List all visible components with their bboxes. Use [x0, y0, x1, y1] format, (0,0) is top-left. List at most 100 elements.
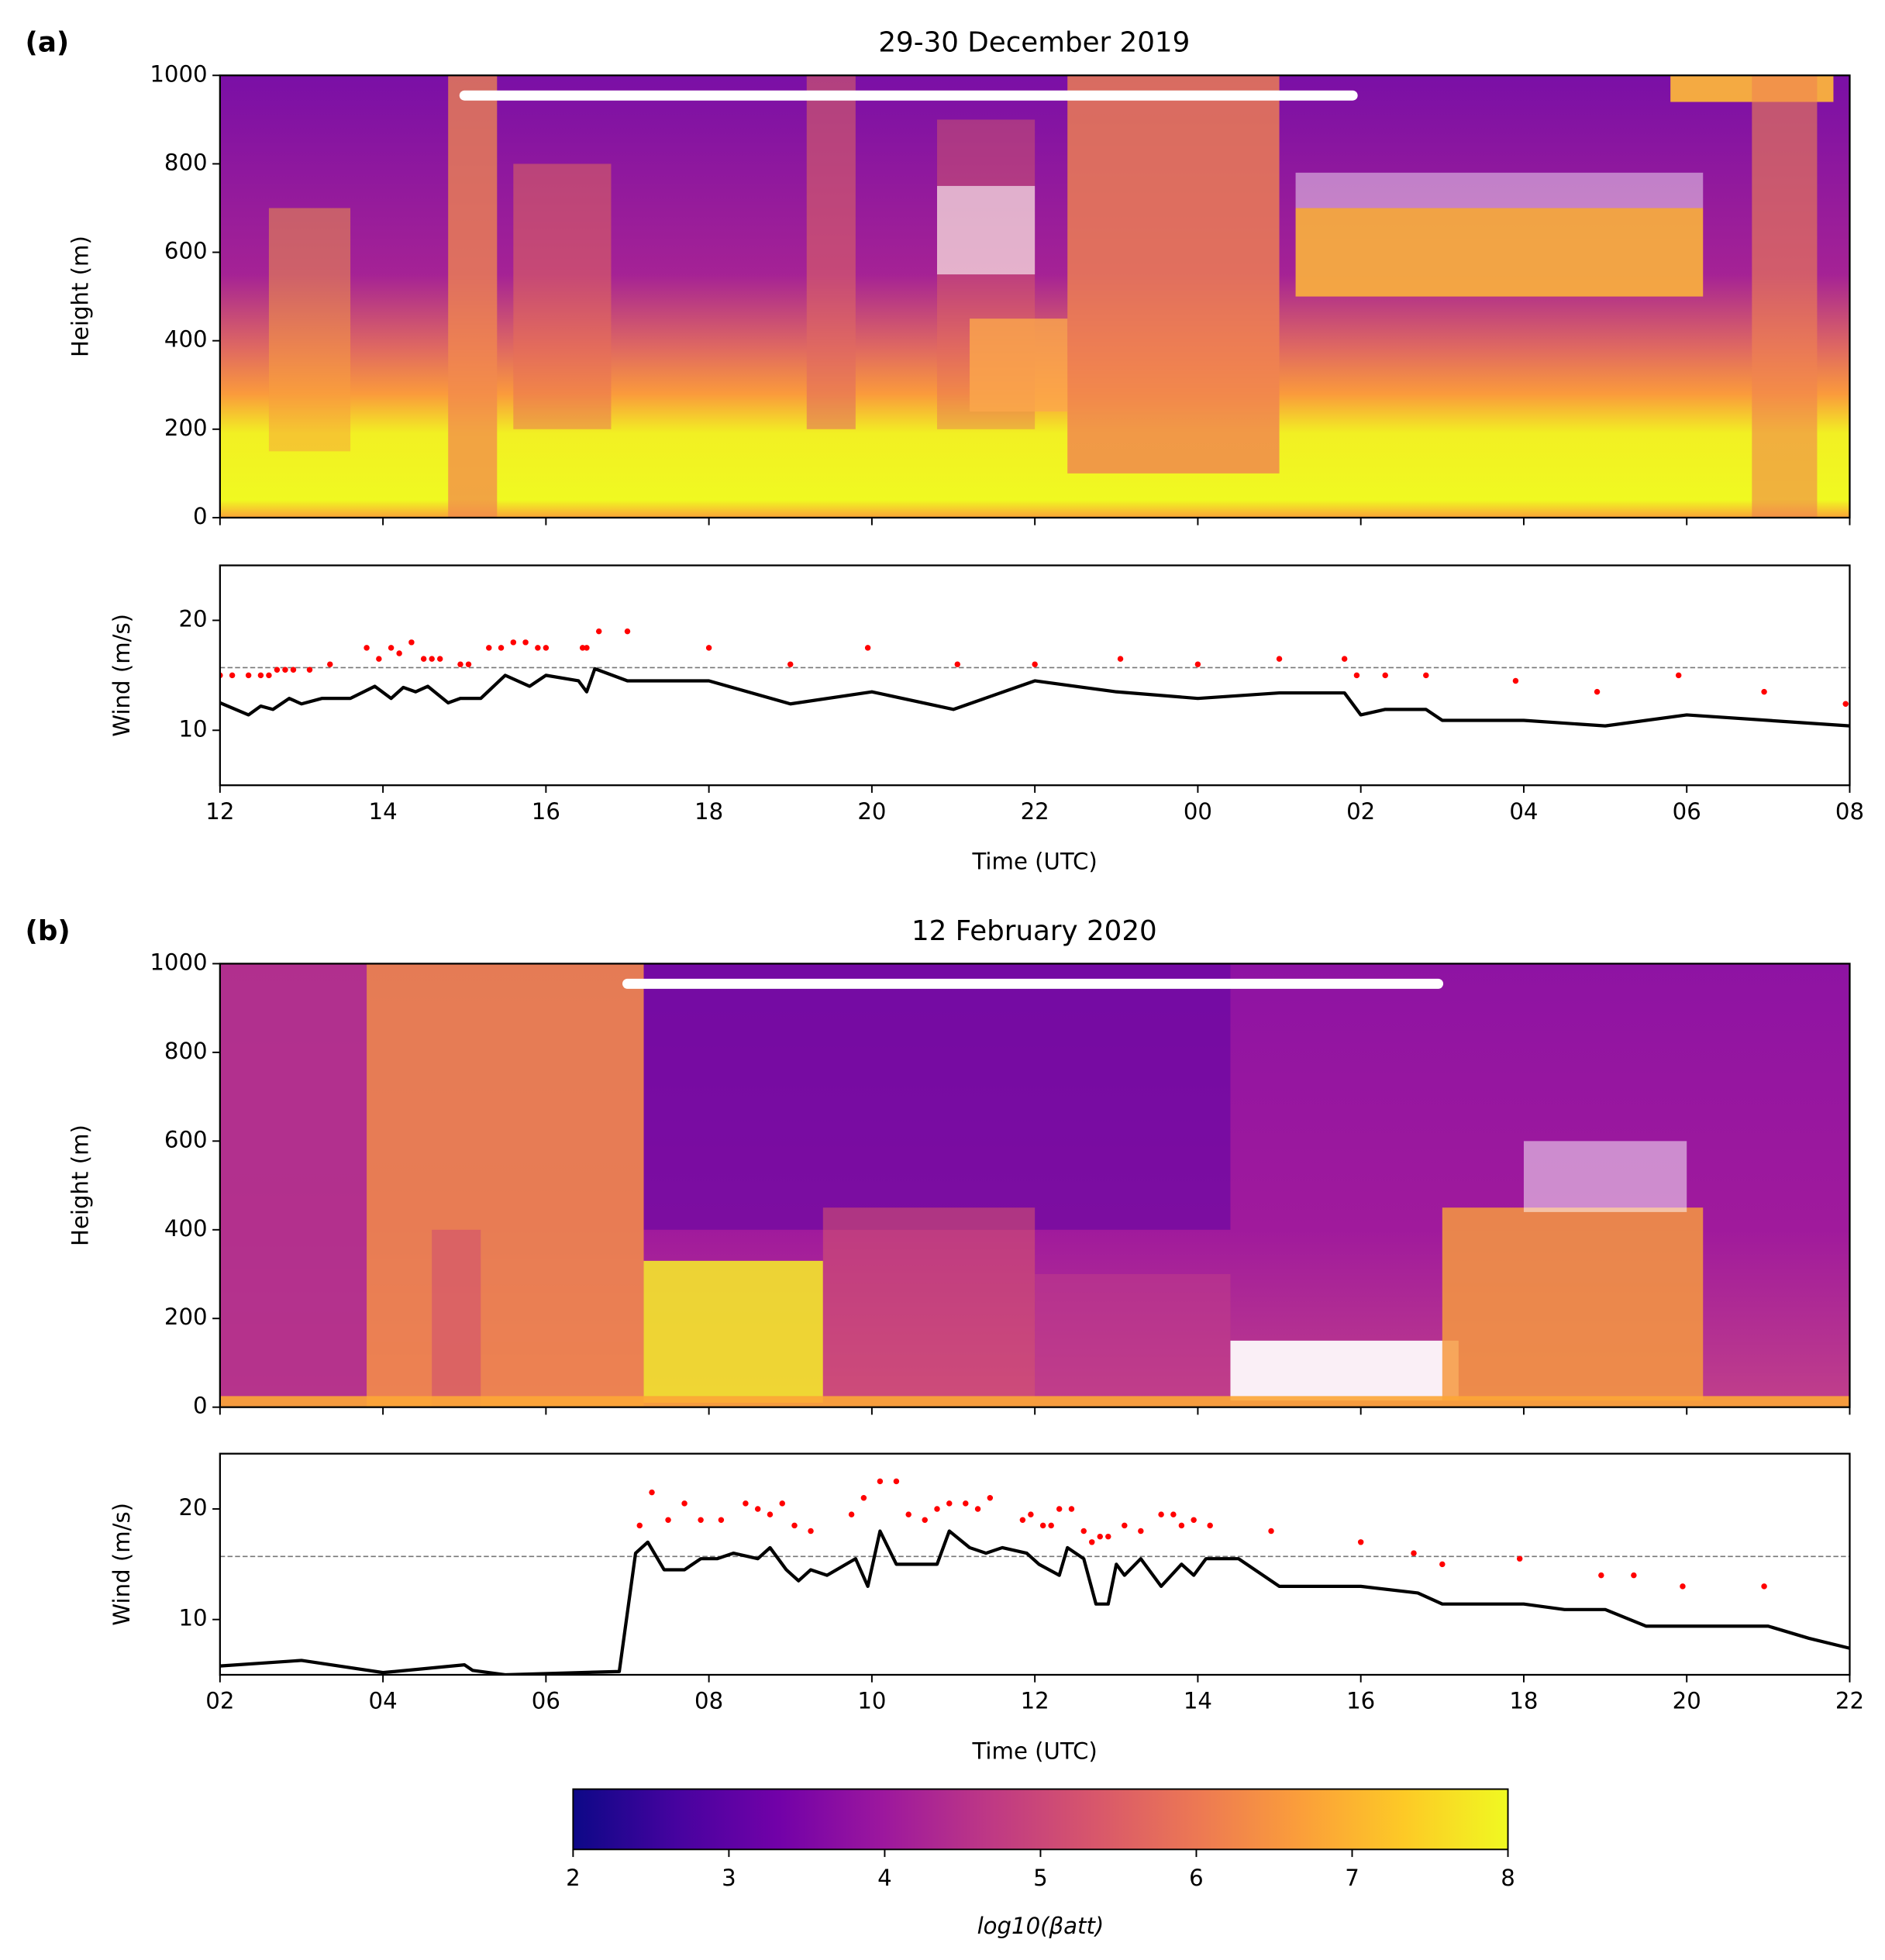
gust-point [934, 1506, 940, 1512]
gust-point [743, 1500, 749, 1507]
x-tick-label: 02 [1346, 798, 1375, 825]
y-tick-label: 600 [164, 238, 208, 264]
panel-label: (b) [26, 915, 71, 947]
y-tick-label: 200 [164, 1304, 208, 1330]
gust-point [579, 645, 586, 651]
gust-point [486, 645, 492, 651]
gust-point [681, 1500, 687, 1507]
gust-point [1598, 1572, 1604, 1579]
gust-point [396, 650, 402, 656]
chart-title: 29-30 December 2019 [878, 27, 1190, 59]
y-tick-label: 0 [193, 1393, 208, 1419]
backscatter-region [219, 963, 367, 1407]
backscatter-region [1035, 1274, 1231, 1407]
gust-point [266, 672, 272, 679]
y-tick-label: 20 [179, 605, 208, 632]
panel-label: (a) [26, 27, 70, 59]
x-tick-label: 22 [1021, 798, 1049, 825]
gust-point [543, 645, 550, 651]
x-tick-label: 08 [694, 1688, 723, 1714]
x-axis-label: Time (UTC) [972, 1738, 1098, 1765]
gust-point [987, 1495, 994, 1501]
backscatter-region [1523, 1141, 1687, 1212]
plot-background [219, 1453, 1850, 1675]
gust-point [864, 645, 871, 651]
gust-point [1028, 1511, 1034, 1517]
wind-line [219, 667, 1850, 728]
gust-point [1842, 701, 1849, 707]
gust-point [1353, 672, 1360, 679]
x-tick-label: 16 [1346, 1688, 1375, 1714]
gust-point [1675, 672, 1682, 679]
gust-point [636, 1522, 643, 1529]
gust-point [779, 1500, 785, 1507]
gust-point [1411, 1550, 1417, 1556]
wind-line [219, 1529, 1850, 1675]
y-tick-label: 400 [164, 1215, 208, 1242]
gust-point [705, 645, 712, 651]
gust-point [420, 656, 427, 662]
gust-point [1631, 1572, 1637, 1579]
colorbar-tick-label: 6 [1189, 1865, 1204, 1891]
gust-point [1122, 1522, 1128, 1529]
gust-point [860, 1495, 867, 1501]
gust-point [282, 667, 288, 673]
x-tick-label: 22 [1835, 1688, 1864, 1714]
gust-point [893, 1478, 900, 1485]
gust-point [922, 1517, 928, 1524]
x-tick-label: 04 [1509, 798, 1538, 825]
x-tick-label: 06 [1673, 798, 1701, 825]
gust-point [498, 645, 505, 651]
backscatter-region [432, 1229, 481, 1407]
colorbar-tick-label: 3 [722, 1865, 736, 1891]
gust-point [1194, 661, 1201, 667]
backscatter-region [643, 963, 1231, 1230]
gust-point [954, 661, 961, 667]
x-tick-label: 14 [1184, 1688, 1212, 1714]
y-tick-label: 200 [164, 415, 208, 441]
y-tick-label: 1000 [150, 949, 207, 975]
gust-point [465, 661, 472, 667]
colorbar [572, 1788, 1509, 1851]
x-axis-label: Time (UTC) [972, 849, 1098, 875]
gust-point [1191, 1517, 1197, 1524]
x-tick-label: 18 [1509, 1688, 1538, 1714]
gust-point [1382, 672, 1388, 679]
gust-point [877, 1478, 884, 1485]
backscatter-region [806, 75, 856, 429]
gust-point [791, 1522, 798, 1529]
gust-point [306, 667, 313, 673]
y-tick-label: 20 [179, 1494, 208, 1521]
backscatter-region [1442, 1207, 1704, 1401]
gust-point [229, 672, 236, 679]
y-tick-label: 0 [193, 503, 208, 529]
backscatter-region [1067, 75, 1280, 474]
plot-area [219, 628, 1850, 728]
x-tick-label: 00 [1184, 798, 1212, 825]
gust-point [245, 672, 252, 679]
backscatter-region [268, 208, 351, 452]
backscatter-region [513, 164, 612, 429]
backscatter-region [1752, 75, 1818, 518]
gust-point [1056, 1506, 1063, 1512]
backscatter-region [448, 75, 498, 518]
y-tick-label: 800 [164, 1038, 208, 1064]
y-axis-label: Height (m) [67, 1125, 94, 1246]
gust-point [1068, 1506, 1075, 1512]
gust-point [767, 1511, 774, 1517]
backscatter-region [822, 1207, 1036, 1407]
gust-point [1032, 661, 1038, 667]
gust-point [1105, 1533, 1111, 1540]
gust-point [1048, 1522, 1054, 1529]
backscatter-region [643, 1260, 823, 1403]
gust-point [595, 628, 602, 635]
gust-point [1761, 1583, 1767, 1590]
colorbar-label: log10(βatt) [977, 1913, 1104, 1939]
backscatter-region [367, 963, 644, 1407]
backscatter-region [1230, 1340, 1459, 1401]
gust-point [327, 661, 333, 667]
gust-point [257, 672, 264, 679]
gust-point [624, 628, 631, 635]
gust-point [1516, 1555, 1523, 1562]
gust-point [1178, 1522, 1185, 1529]
